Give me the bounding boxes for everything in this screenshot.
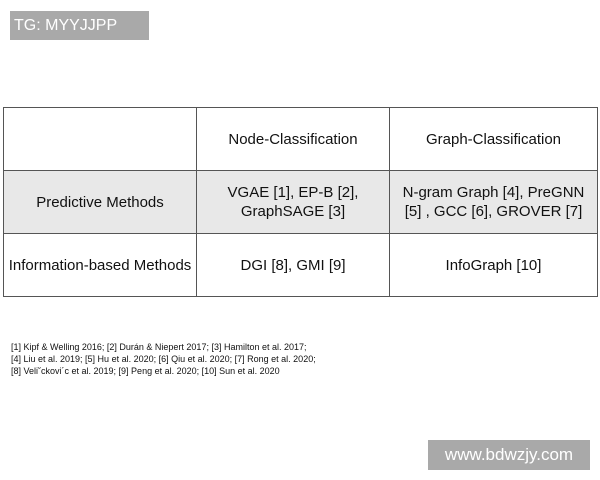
table-row: Information-based Methods DGI [8], GMI [… xyxy=(3,233,598,297)
table-cell: VGAE [1], EP-B [2], GraphSAGE [3] xyxy=(196,170,390,234)
reference-line: [8] Veli˘ckovi´c et al. 2019; [9] Peng e… xyxy=(11,366,280,376)
header-cell: Node-Classification xyxy=(196,107,390,171)
references: [1] Kipf & Welling 2016; [2] Durán & Nie… xyxy=(11,341,316,377)
table-cell: InfoGraph [10] xyxy=(389,233,598,297)
table-cell: N-gram Graph [4], PreGNN [5] , GCC [6], … xyxy=(389,170,598,234)
header-cell xyxy=(3,107,197,171)
table-cell: DGI [8], GMI [9] xyxy=(196,233,390,297)
methods-table: Node-Classification Graph-Classification… xyxy=(3,107,598,297)
row-label: Predictive Methods xyxy=(3,170,197,234)
table-row: Predictive Methods VGAE [1], EP-B [2], G… xyxy=(3,170,598,234)
row-label: Information-based Methods xyxy=(3,233,197,297)
watermark-top-left: TG: MYYJJPP xyxy=(10,11,149,40)
reference-line: [4] Liu et al. 2019; [5] Hu et al. 2020;… xyxy=(11,354,316,364)
header-cell: Graph-Classification xyxy=(389,107,598,171)
reference-line: [1] Kipf & Welling 2016; [2] Durán & Nie… xyxy=(11,342,307,352)
watermark-bottom-right: www.bdwzjy.com xyxy=(428,440,590,470)
header-row: Node-Classification Graph-Classification xyxy=(3,107,598,171)
